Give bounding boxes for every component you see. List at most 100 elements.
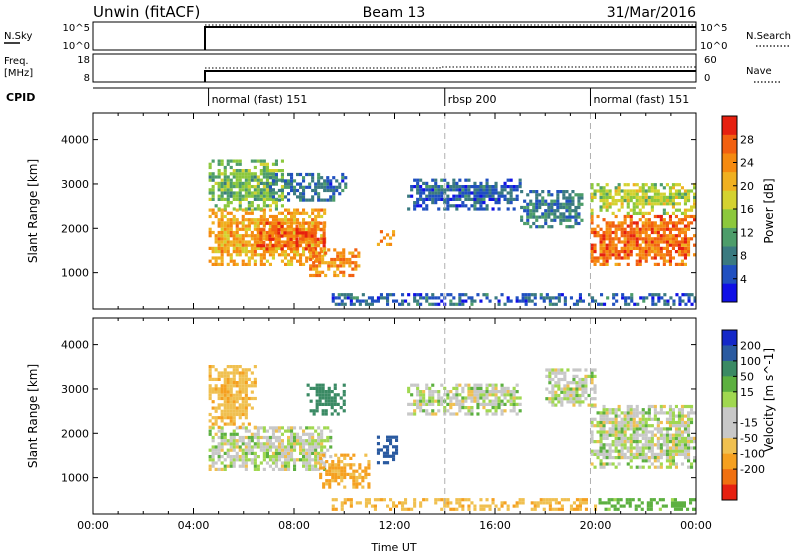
heatmap-cell <box>428 302 432 306</box>
heatmap-cell <box>568 205 572 210</box>
heatmap-cell <box>305 451 309 455</box>
heatmap-cell <box>581 381 585 385</box>
heatmap-cell <box>250 246 254 250</box>
heatmap-cell <box>668 440 672 444</box>
heatmap-cell <box>515 412 519 416</box>
heatmap-cell <box>238 178 242 182</box>
heatmap-cell <box>315 409 319 413</box>
station-title: Unwin (fitACF) <box>93 3 200 21</box>
heatmap-cell <box>650 404 654 409</box>
heatmap-cell <box>632 211 636 215</box>
heatmap-cell <box>322 240 326 245</box>
heatmap-cell <box>563 371 567 375</box>
heatmap-cell <box>656 202 660 206</box>
heatmap-cell <box>544 199 548 203</box>
heatmap-cell <box>376 299 380 303</box>
heatmap-cell <box>614 224 618 228</box>
heatmap-cell <box>632 430 636 434</box>
heatmap-cell <box>605 456 609 460</box>
heatmap-cell <box>223 377 227 381</box>
heatmap-cell <box>247 201 251 205</box>
heatmap-cell <box>345 257 349 262</box>
heatmap-cell <box>253 197 257 201</box>
heatmap-cell <box>557 371 561 375</box>
heatmap-cell <box>626 211 630 215</box>
heatmap-cell <box>331 299 335 303</box>
heatmap-cell <box>494 296 498 300</box>
heatmap-cell <box>311 221 315 225</box>
heatmap-cell <box>290 214 294 219</box>
heatmap-cell <box>314 464 318 468</box>
heatmap-cell <box>287 182 291 186</box>
heatmap-cell <box>271 234 275 238</box>
heatmap-cell <box>217 218 221 222</box>
heatmap-cell <box>287 211 291 215</box>
heatmap-cell <box>392 233 396 237</box>
heatmap-cell <box>284 253 288 257</box>
heatmap-cell <box>317 185 321 189</box>
heatmap-cell <box>305 455 309 459</box>
heatmap-cell <box>284 234 288 238</box>
heatmap-cell <box>211 458 215 462</box>
heatmap-cell <box>542 498 546 502</box>
heatmap-cell <box>647 430 651 434</box>
heatmap-cell <box>238 191 242 195</box>
heatmap-cell <box>253 240 257 244</box>
heatmap-cell <box>668 227 672 231</box>
heatmap-cell <box>376 451 380 455</box>
heatmap-cell <box>683 449 687 453</box>
heatmap-cell <box>674 214 678 219</box>
heatmap-cell <box>440 399 444 403</box>
heatmap-cell <box>337 482 341 486</box>
heatmap-cell <box>241 384 245 388</box>
heatmap-cell <box>599 462 603 466</box>
heatmap-cell <box>674 424 678 428</box>
heatmap-cell <box>428 412 432 416</box>
heatmap-cell <box>657 293 661 297</box>
heatmap-cell <box>650 205 654 209</box>
heatmap-cell <box>287 445 291 449</box>
heatmap-cell <box>232 194 236 198</box>
heatmap-cell <box>229 393 233 397</box>
heatmap-cell <box>687 411 691 415</box>
heatmap-cell <box>608 449 612 453</box>
heatmap-cell <box>644 427 648 431</box>
heatmap-cell <box>250 211 254 215</box>
heatmap-cell <box>635 224 639 228</box>
heatmap-cell <box>494 188 498 192</box>
heatmap-cell <box>693 456 696 460</box>
heatmap-cell <box>256 445 260 449</box>
heatmap-cell <box>244 403 248 407</box>
heatmap-cell <box>223 439 227 443</box>
heatmap-cell <box>563 390 567 394</box>
heatmap-cell <box>332 188 336 193</box>
heatmap-cell <box>605 246 609 250</box>
heatmap-cell <box>491 191 495 195</box>
heatmap-cell <box>650 224 654 228</box>
heatmap-cell <box>632 408 636 412</box>
heatmap-cell <box>608 411 612 415</box>
heatmap-cell <box>446 194 450 198</box>
heatmap-cell <box>226 181 230 185</box>
heatmap-cell <box>687 443 691 447</box>
heatmap-cell <box>312 267 316 271</box>
heatmap-cell <box>446 185 450 189</box>
heatmap-cell <box>296 211 300 215</box>
heatmap-cell <box>311 451 315 455</box>
heatmap-cell <box>449 399 453 403</box>
heatmap-cell <box>665 234 669 238</box>
heatmap-cell <box>467 504 471 508</box>
heatmap-cell <box>253 250 257 254</box>
heatmap-cell <box>332 185 336 189</box>
heatmap-cell <box>458 402 462 406</box>
heatmap-cell <box>485 383 489 387</box>
heatmap-cell <box>220 262 224 266</box>
heatmap-cell <box>223 432 227 436</box>
heatmap-cell <box>623 427 627 431</box>
heatmap-cell <box>253 207 257 211</box>
heatmap-cell <box>308 451 312 455</box>
heatmap-cell <box>323 221 327 225</box>
heatmap-cell <box>620 256 624 260</box>
heatmap-cell <box>208 259 212 263</box>
heatmap-cell <box>602 189 606 193</box>
